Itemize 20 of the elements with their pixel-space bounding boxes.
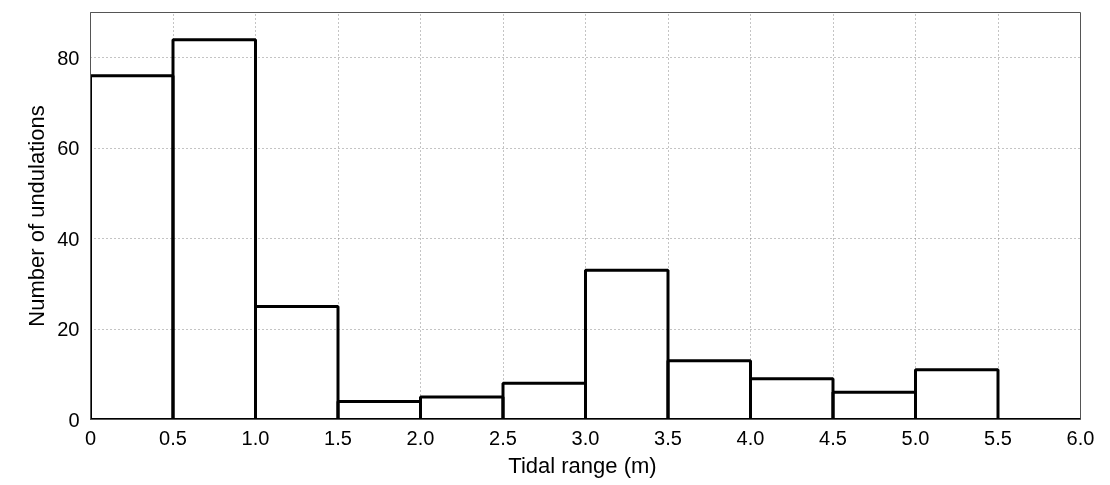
x-axis-title: Tidal range (m) xyxy=(508,452,657,478)
x-tick-label: 6.0 xyxy=(1066,426,1095,449)
x-tick-label: 0 xyxy=(84,426,97,449)
x-tick-label: 3.5 xyxy=(654,426,682,449)
x-tick-label: 1.5 xyxy=(324,426,352,449)
x-tick-label: 1.0 xyxy=(241,426,270,449)
y-tick-label: 80 xyxy=(57,46,80,69)
y-tick-label: 40 xyxy=(57,227,80,250)
y-axis-title: Number of undulations xyxy=(24,105,50,327)
x-tick-label: 5.5 xyxy=(984,426,1012,449)
x-tick-label: 4.5 xyxy=(819,426,847,449)
x-tick-label: 3.0 xyxy=(571,426,600,449)
y-tick-label: 20 xyxy=(57,318,80,341)
x-tick-label: 0.5 xyxy=(159,426,187,449)
x-tick-label: 2.0 xyxy=(406,426,435,449)
x-tick-label: 5.0 xyxy=(901,426,930,449)
x-tick-label: 2.5 xyxy=(489,426,517,449)
y-tick-label: 60 xyxy=(57,137,80,160)
x-tick-label: 4.0 xyxy=(736,426,765,449)
y-tick-label: 0 xyxy=(68,408,80,431)
